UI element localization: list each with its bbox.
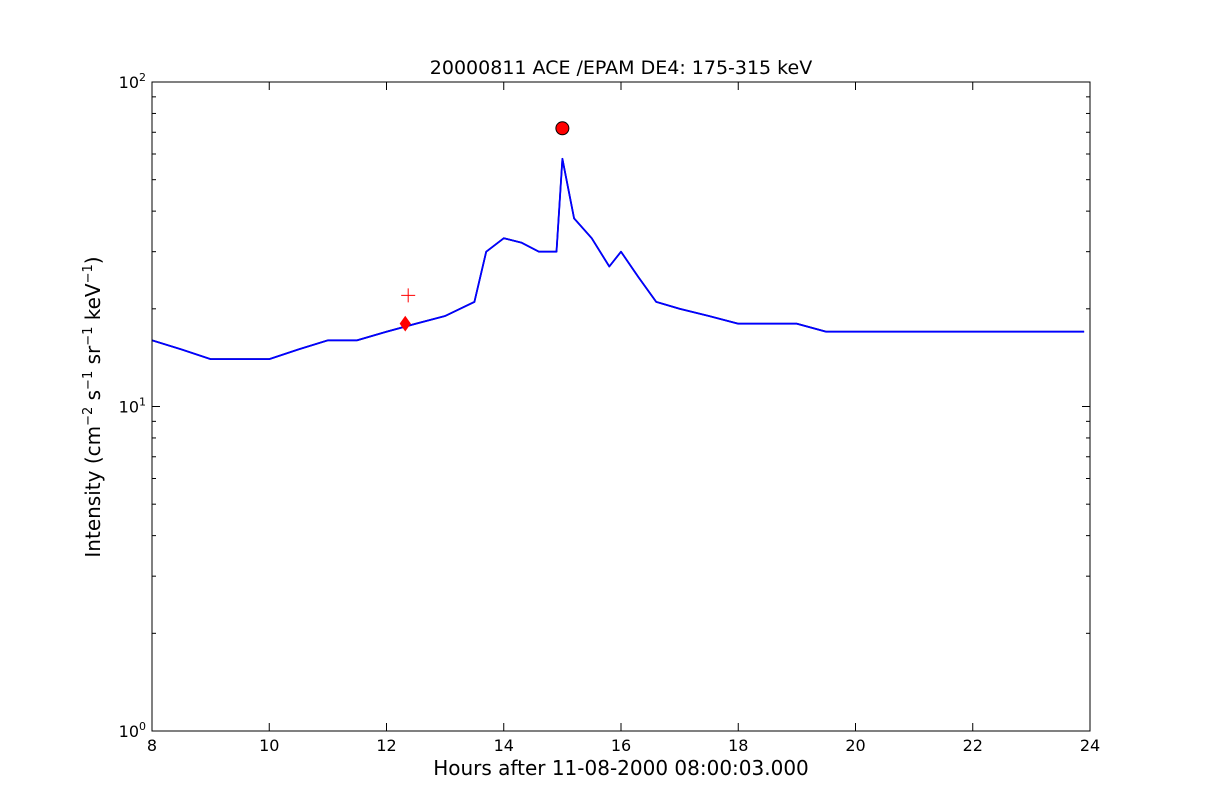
y-axis-label-sup2: −1 [81, 371, 96, 390]
chart-title: 20000811 ACE /EPAM DE4: 175-315 keV [430, 57, 812, 79]
y-tick-label: 100 [119, 720, 146, 741]
y-tick-exponent: 0 [139, 720, 146, 733]
x-tick-label: 24 [1080, 736, 1100, 755]
y-axis-label-part5: ) [81, 256, 105, 264]
y-axis-label-part1: Intensity (cm [81, 426, 105, 558]
y-tick-base: 10 [119, 398, 139, 417]
x-axis: 8 10 12 14 16 18 20 22 24 [147, 82, 1100, 755]
y-axis-label-sup1: −2 [81, 407, 96, 426]
x-axis-label: Hours after 11-08-2000 08:00:03.000 [433, 756, 809, 780]
y-axis-label-sup4: −1 [81, 264, 96, 283]
peak-marker-circle [555, 121, 570, 136]
x-tick-label: 8 [147, 736, 157, 755]
y-tick-base: 10 [119, 73, 139, 92]
y-tick-label: 102 [119, 71, 146, 92]
x-tick-label: 18 [728, 736, 748, 755]
y-tick-base: 10 [119, 722, 139, 741]
x-tick-label: 10 [259, 736, 279, 755]
onset-marker-diamond [399, 315, 411, 332]
x-tick-label: 14 [494, 736, 514, 755]
y-tick-exponent: 2 [139, 71, 146, 84]
y-axis-label-sup3: −1 [81, 327, 96, 346]
x-tick-label: 16 [611, 736, 631, 755]
y-axis-label-part4: keV [81, 283, 105, 327]
y-tick-label: 101 [119, 396, 146, 417]
x-tick-label: 20 [845, 736, 865, 755]
x-tick-label: 12 [376, 736, 396, 755]
series-line-2 [151, 157, 1085, 360]
y-axis-label-part3: sr [81, 345, 105, 371]
y-tick-exponent: 1 [139, 396, 146, 409]
onset-marker-plus [401, 288, 416, 303]
plot-area [151, 121, 1085, 360]
y-axis-label-part2: s [81, 390, 105, 407]
x-tick-label: 22 [963, 736, 983, 755]
y-axis-label: Intensity (cm−2 s−1 sr−1 keV−1) [81, 256, 105, 557]
